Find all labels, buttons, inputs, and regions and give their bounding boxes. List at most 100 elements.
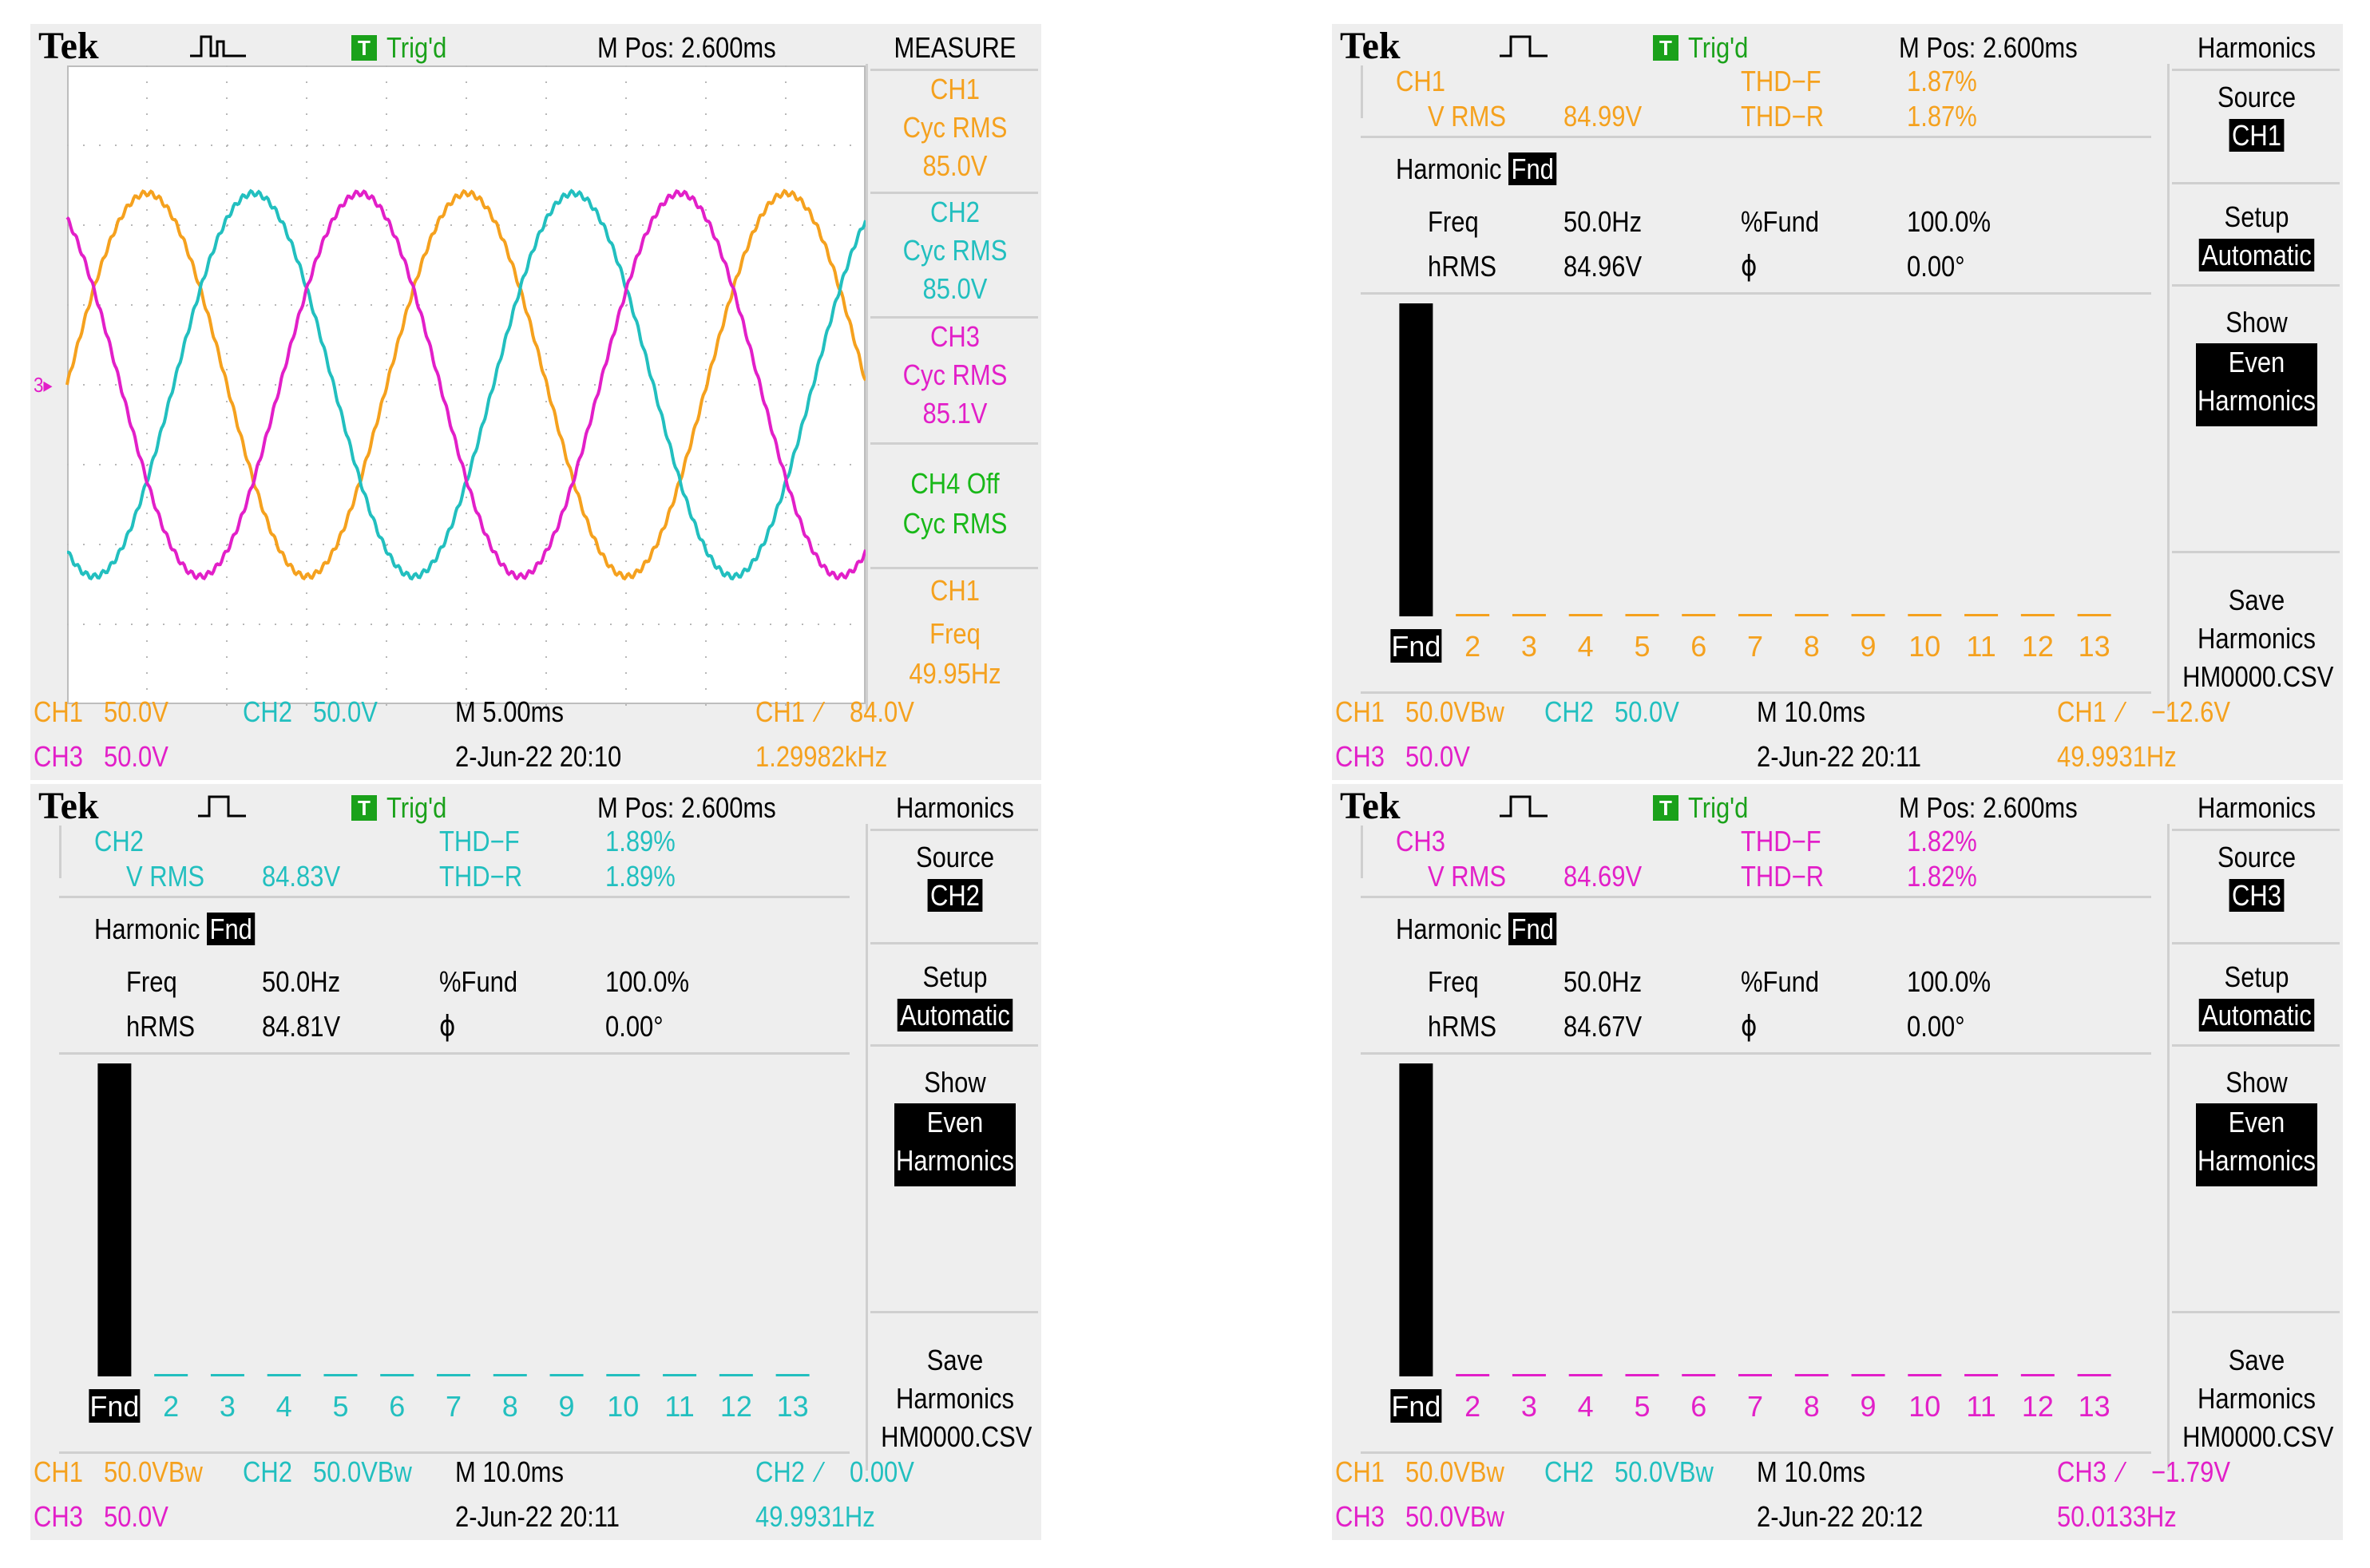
show-even-harmonics-button[interactable] [2196, 1103, 2317, 1186]
harmonic-tick-label: 12 [2022, 1390, 2054, 1423]
grid-dot [850, 464, 851, 465]
grid-dot [625, 688, 627, 690]
grid-dot [386, 241, 387, 243]
grid-dot [625, 321, 627, 323]
m-pos: M Pos: 2.600ms [1899, 31, 2078, 64]
grid-dot [83, 224, 85, 226]
grid-dot [466, 656, 467, 658]
grid-dot [386, 321, 387, 323]
grid-dot [163, 145, 164, 146]
scope-screen-harmonics: Tek T Trig'd M Pos: 2.600ms CH3 V RMS 84… [1332, 784, 2343, 1540]
grid-dot [226, 241, 228, 243]
grid-dot [754, 224, 755, 226]
grid-dot [371, 304, 372, 306]
harmonic-bar-11 [1964, 614, 1999, 616]
save-label-2: Harmonics [896, 1382, 1014, 1415]
grid-dot [402, 145, 404, 146]
grid-dot [545, 81, 547, 83]
footer-ch1-scale: 50.0V [104, 695, 168, 728]
harmonic-selection[interactable]: Fnd [1508, 152, 1557, 185]
grid-dot [530, 145, 532, 146]
grid-dot [674, 304, 676, 306]
grid-dot [705, 177, 707, 179]
setup-button[interactable]: Automatic [2182, 239, 2331, 271]
grid-dot [482, 464, 484, 465]
save-filename: HM0000.CSV [881, 1420, 1032, 1453]
measure-1-channel[interactable]: CH1 [930, 73, 980, 105]
grid-dot [466, 241, 467, 243]
source-button[interactable]: CH3 [2182, 879, 2331, 912]
setup-button[interactable]: Automatic [2182, 999, 2331, 1031]
grid-dot [834, 224, 835, 226]
harmonics-menu-title: Harmonics [896, 791, 1014, 824]
grid-dot [466, 209, 467, 211]
harmonic-tick-label: 3 [1521, 1390, 1537, 1423]
grid-dot [546, 145, 548, 146]
grid-dot [386, 433, 387, 434]
setup-button[interactable]: Automatic [881, 999, 1029, 1031]
show-even-harmonics-button[interactable] [894, 1103, 1016, 1186]
measure-3-channel[interactable]: CH3 [930, 320, 980, 353]
harmonic-selection[interactable]: Fnd [207, 913, 256, 945]
measure-5-channel[interactable]: CH1 [930, 574, 980, 607]
measure-4-channel[interactable]: CH4 Off [910, 467, 1000, 500]
grid-dot [386, 513, 387, 514]
grid-dot [195, 145, 196, 146]
footer-ch2-label: CH2 [1544, 695, 1594, 728]
grid-dot [306, 113, 307, 115]
grid-dot [530, 384, 532, 386]
grid-dot [179, 224, 180, 226]
hrms-label: hRMS [126, 1010, 196, 1043]
grid-dot [146, 353, 148, 354]
save-label[interactable]: Save [2228, 584, 2285, 616]
grid-dot [642, 624, 644, 625]
trig-badge: T [1653, 35, 1678, 61]
grid-dot [306, 97, 307, 99]
grid-dot [99, 304, 101, 306]
measure-4-type: Cyc RMS [902, 507, 1008, 540]
grid-dot [785, 513, 787, 514]
grid-dot [466, 464, 468, 465]
grid-dot [226, 177, 228, 179]
grid-dot [195, 544, 196, 545]
grid-dot [578, 384, 580, 386]
grid-dot [706, 624, 707, 625]
grid-dot [562, 304, 564, 306]
harmonic-selection[interactable]: Fnd [1508, 913, 1557, 945]
grid-dot [146, 113, 148, 115]
grid-dot [545, 273, 547, 275]
grid-dot [785, 129, 787, 131]
thdf-value: 1.89% [605, 825, 676, 857]
trig-badge: T [351, 35, 377, 61]
grid-dot [754, 544, 755, 545]
freq-value: 50.0Hz [1563, 205, 1643, 238]
grid-dot [466, 257, 467, 259]
grid-dot [386, 224, 388, 226]
grid-dot [259, 624, 260, 625]
grid-dot [785, 433, 787, 434]
grid-dot [770, 464, 771, 465]
save-label[interactable]: Save [2228, 1344, 2285, 1376]
footer-ch1-scale: 50.0VBw [104, 1455, 203, 1488]
grid-dot [226, 65, 228, 67]
grid-dot [705, 97, 707, 99]
grid-dot [705, 672, 707, 674]
grid-dot [306, 592, 307, 594]
grid-dot [466, 449, 467, 450]
show-value-line2: Harmonics [2198, 384, 2316, 417]
grid-dot [418, 624, 420, 625]
grid-dot [850, 145, 851, 146]
source-button[interactable]: CH2 [881, 879, 1029, 912]
save-label[interactable]: Save [926, 1344, 984, 1376]
grid-dot [371, 224, 372, 226]
grid-dot [705, 401, 707, 402]
grid-dot [705, 704, 707, 706]
grid-dot [770, 624, 771, 625]
grid-dot [545, 193, 547, 195]
grid-dot [466, 353, 467, 354]
grid-dot [625, 513, 627, 514]
source-button[interactable]: CH1 [2182, 119, 2331, 152]
measure-2-channel[interactable]: CH2 [930, 196, 980, 228]
footer-trig-channel: CH1 [2057, 695, 2106, 728]
show-even-harmonics-button[interactable] [2196, 343, 2317, 426]
